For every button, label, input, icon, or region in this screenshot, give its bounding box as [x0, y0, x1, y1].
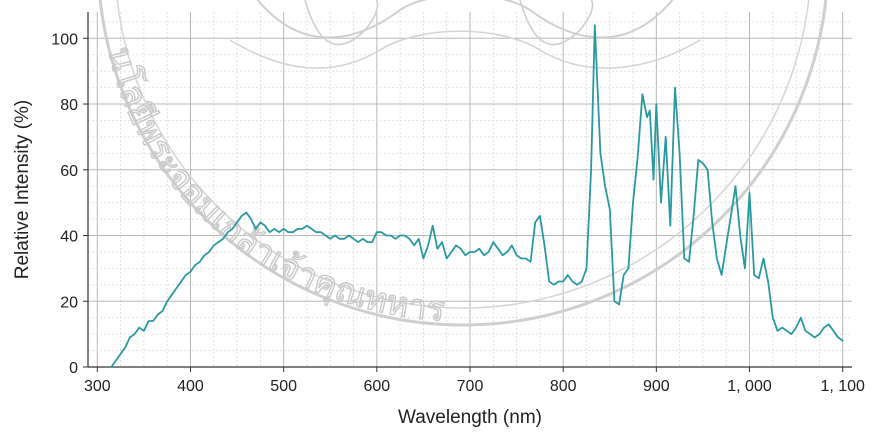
x-tick-label: 800 — [550, 378, 577, 395]
x-axis-title: Wavelength (nm) — [398, 407, 542, 428]
watermark-seal: นโลยีพระจอมเกล้าเจ้าคุณทหาร — [99, 0, 828, 331]
series-layer — [110, 24, 844, 368]
spectrum-line — [110, 24, 844, 368]
axes-layer — [83, 12, 852, 372]
x-tick-label: 700 — [457, 378, 484, 395]
x-tick-label: 300 — [84, 378, 111, 395]
y-tick-label: 80 — [60, 97, 78, 114]
x-tick-label: 500 — [270, 378, 297, 395]
x-tick-label: 900 — [643, 378, 670, 395]
y-tick-label: 20 — [60, 294, 78, 311]
y-tick-label: 60 — [60, 163, 78, 180]
x-tick-label: 400 — [177, 378, 204, 395]
y-axis-title: Relative Intensity (%) — [12, 100, 33, 280]
y-tick-label: 0 — [69, 360, 78, 377]
y-tick-label: 40 — [60, 229, 78, 246]
y-tick-label: 100 — [51, 31, 78, 48]
x-tick-label: 600 — [363, 378, 390, 395]
x-tick-label: 1, 100 — [820, 378, 865, 395]
labels-layer: 300 400 500 600 700 800 900 1, 000 1, 100 0 20 40 60… — [12, 31, 865, 428]
x-tick-label: 1, 000 — [727, 378, 772, 395]
